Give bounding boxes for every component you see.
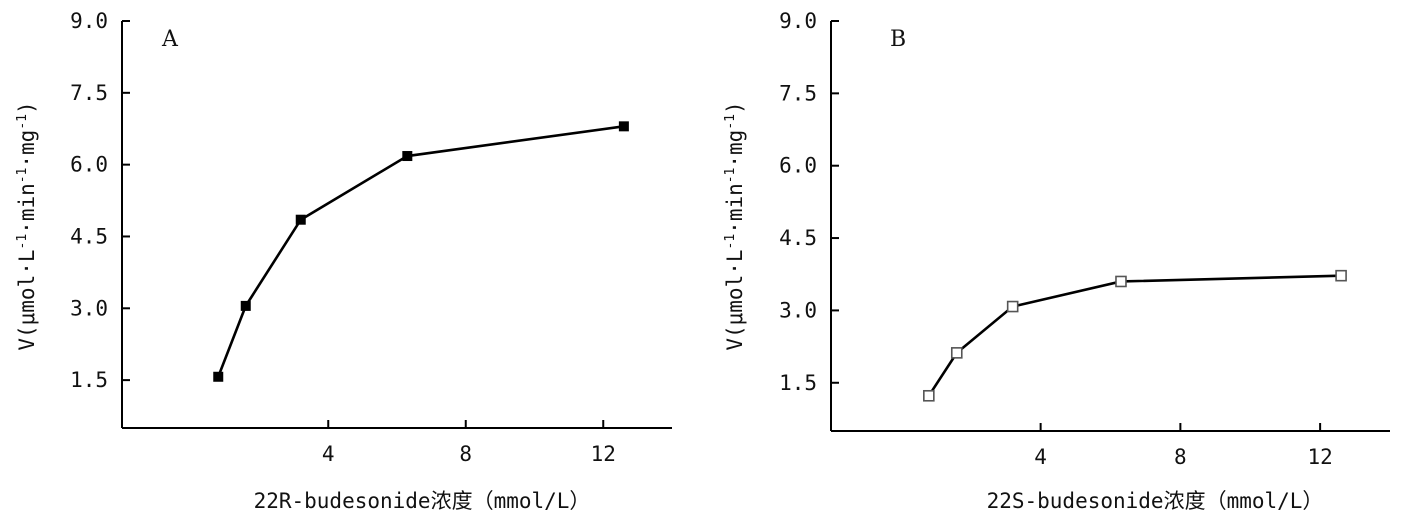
- y-title-superscript: -1: [15, 234, 30, 250]
- y-tick-label: 4.5: [779, 226, 817, 250]
- series-line: [217, 125, 625, 378]
- chart-panel-b: 1.5 3.0 4.5 6.0 7.5 9.0 4 8 12 B 22S-budesonide浓度（…: [723, 9, 1390, 513]
- panel-label: A: [161, 27, 179, 52]
- y-axis-title: V(μmol·L-1·min-1·mg-1): [15, 101, 39, 350]
- y-title-part: ·min: [15, 183, 39, 234]
- y-title-part: ): [15, 101, 39, 114]
- y-axis-title: V(μmol·L-1·min-1·mg-1): [723, 101, 747, 350]
- y-tick-label: 4.5: [70, 224, 108, 248]
- y-title-part: ·min: [723, 183, 747, 234]
- data-point: [402, 151, 413, 162]
- panel-label: B: [890, 27, 906, 52]
- y-title-superscript: -1: [723, 114, 738, 130]
- x-tick-label: 4: [1034, 445, 1047, 469]
- x-tick-label: 12: [591, 442, 616, 466]
- data-point: [1115, 275, 1127, 288]
- x-tick-label: 4: [322, 442, 335, 466]
- data-point: [240, 300, 251, 311]
- y-tick-label: 3.0: [779, 298, 817, 322]
- y-tick-label: 1.5: [70, 368, 108, 392]
- y-title-part: ·mg: [15, 130, 39, 168]
- chart-panel-a: 1.5 3.0 4.5 6.0 7.5 9.0 4 8 12 A 22R-budesonide浓度（…: [15, 9, 672, 513]
- y-title-superscript: -1: [723, 234, 738, 250]
- x-axis-title: 22S-budesonide浓度（mmol/L）: [987, 489, 1324, 513]
- data-point: [1335, 269, 1347, 282]
- x-tick-label: 8: [459, 442, 472, 466]
- y-title-superscript: -1: [15, 168, 30, 184]
- y-tick-label: 3.0: [70, 296, 108, 320]
- data-point: [618, 121, 629, 132]
- x-tick-label: 12: [1307, 445, 1332, 469]
- y-title-superscript: -1: [15, 114, 30, 130]
- data-point: [1006, 300, 1019, 313]
- data-point: [213, 371, 224, 382]
- y-tick-label: 9.0: [779, 9, 817, 33]
- y-title-part: ): [723, 101, 747, 114]
- y-tick-label: 9.0: [70, 9, 108, 33]
- y-tick-label: 1.5: [779, 371, 817, 395]
- series-line: [927, 274, 1342, 397]
- y-tick-label: 7.5: [70, 81, 108, 105]
- y-title-part: V(μmol·L: [723, 249, 747, 350]
- y-title-part: ·mg: [723, 130, 747, 168]
- data-point: [950, 347, 963, 359]
- x-tick-label: 8: [1174, 445, 1187, 469]
- y-tick-label: 7.5: [779, 81, 817, 105]
- x-axis-title: 22R-budesonide浓度（mmol/L）: [254, 489, 591, 513]
- data-point: [295, 214, 306, 225]
- y-title-part: V(μmol·L: [15, 249, 39, 350]
- y-tick-label: 6.0: [70, 153, 108, 177]
- data-point: [923, 389, 935, 402]
- y-title-superscript: -1: [723, 168, 738, 184]
- y-tick-label: 6.0: [779, 154, 817, 178]
